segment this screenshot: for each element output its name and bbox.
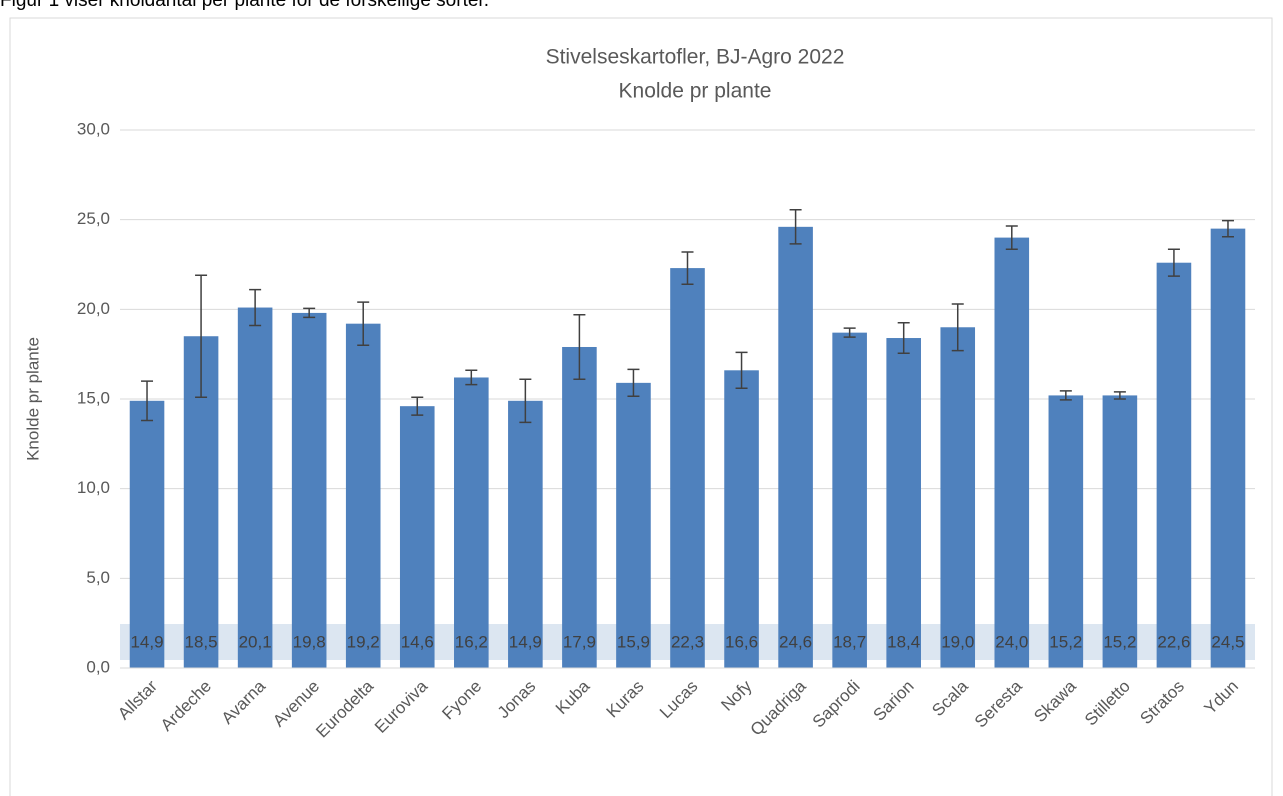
error-bar: [357, 301, 370, 346]
bar: [724, 370, 759, 668]
data-label: 19,0: [941, 632, 974, 651]
data-label: 14,9: [130, 632, 163, 651]
bar: [994, 237, 1030, 668]
data-label: 15,9: [617, 632, 650, 651]
data-label: 20,1: [239, 632, 272, 651]
bar: [508, 400, 543, 668]
error-bar: [627, 368, 640, 398]
data-label: 18,7: [833, 632, 866, 651]
bar: [237, 307, 273, 668]
bar: [1102, 395, 1138, 668]
bar: [291, 312, 327, 668]
error-bar: [1167, 248, 1180, 277]
error-bar: [519, 378, 532, 424]
y-tick-label: 30,0: [77, 119, 110, 138]
y-tick-label: 25,0: [77, 209, 110, 228]
bar: [670, 268, 705, 668]
bar: [832, 332, 867, 668]
error-bar: [411, 396, 424, 416]
error-bar: [1059, 390, 1072, 401]
error-bar: [789, 209, 802, 245]
bar: [778, 226, 813, 668]
data-label: 14,6: [401, 632, 434, 651]
error-bar: [681, 251, 694, 285]
y-tick-label: 15,0: [77, 388, 110, 407]
data-label: 15,2: [1103, 632, 1136, 651]
data-label: 15,2: [1049, 632, 1082, 651]
data-label: 24,0: [995, 632, 1028, 651]
error-bar: [951, 303, 964, 352]
bar: [1210, 228, 1246, 668]
error-bar: [1005, 225, 1018, 251]
error-bar: [897, 322, 910, 355]
bar: [616, 382, 651, 668]
data-label: 17,9: [563, 632, 596, 651]
error-bar: [195, 274, 208, 398]
y-tick-label: 5,0: [86, 568, 110, 587]
y-tick-label: 20,0: [77, 299, 110, 318]
error-bar: [573, 313, 586, 381]
bar: [1048, 395, 1084, 668]
y-tick-label: 10,0: [77, 478, 110, 497]
bar: [345, 323, 381, 668]
caption: Figur 1 viser knoldantal per plante for …: [0, 0, 489, 11]
error-bar: [1221, 219, 1234, 238]
bar: [886, 338, 921, 668]
y-tick-label: 0,0: [86, 657, 110, 676]
bar: [399, 406, 435, 668]
bar: [1156, 262, 1192, 668]
bar: [454, 377, 489, 668]
data-label: 18,5: [185, 632, 218, 651]
error-bar: [465, 369, 478, 386]
error-bar: [735, 351, 748, 389]
y-axis-label: Knolde pr plante: [23, 337, 42, 461]
bar: [562, 346, 597, 668]
error-bar: [249, 288, 262, 327]
bar: [129, 400, 165, 668]
error-bar: [303, 307, 316, 319]
data-label: 19,2: [347, 632, 380, 651]
data-label: 19,8: [293, 632, 326, 651]
error-bar: [843, 327, 856, 338]
data-label: 22,3: [671, 632, 704, 651]
data-label: 14,9: [509, 632, 542, 651]
data-label: 24,6: [779, 632, 812, 651]
chart-subtitle: Knolde pr plante: [619, 80, 772, 103]
bar: [940, 327, 976, 668]
data-label: 22,6: [1157, 632, 1190, 651]
data-label: 16,6: [725, 632, 758, 651]
data-label: 24,5: [1211, 632, 1244, 651]
error-bar: [1113, 391, 1126, 400]
error-bar: [141, 380, 154, 422]
data-label: 16,2: [455, 632, 488, 651]
chart-title: Stivelseskartofler, BJ-Agro 2022: [546, 46, 845, 69]
data-label: 18,4: [887, 632, 920, 651]
